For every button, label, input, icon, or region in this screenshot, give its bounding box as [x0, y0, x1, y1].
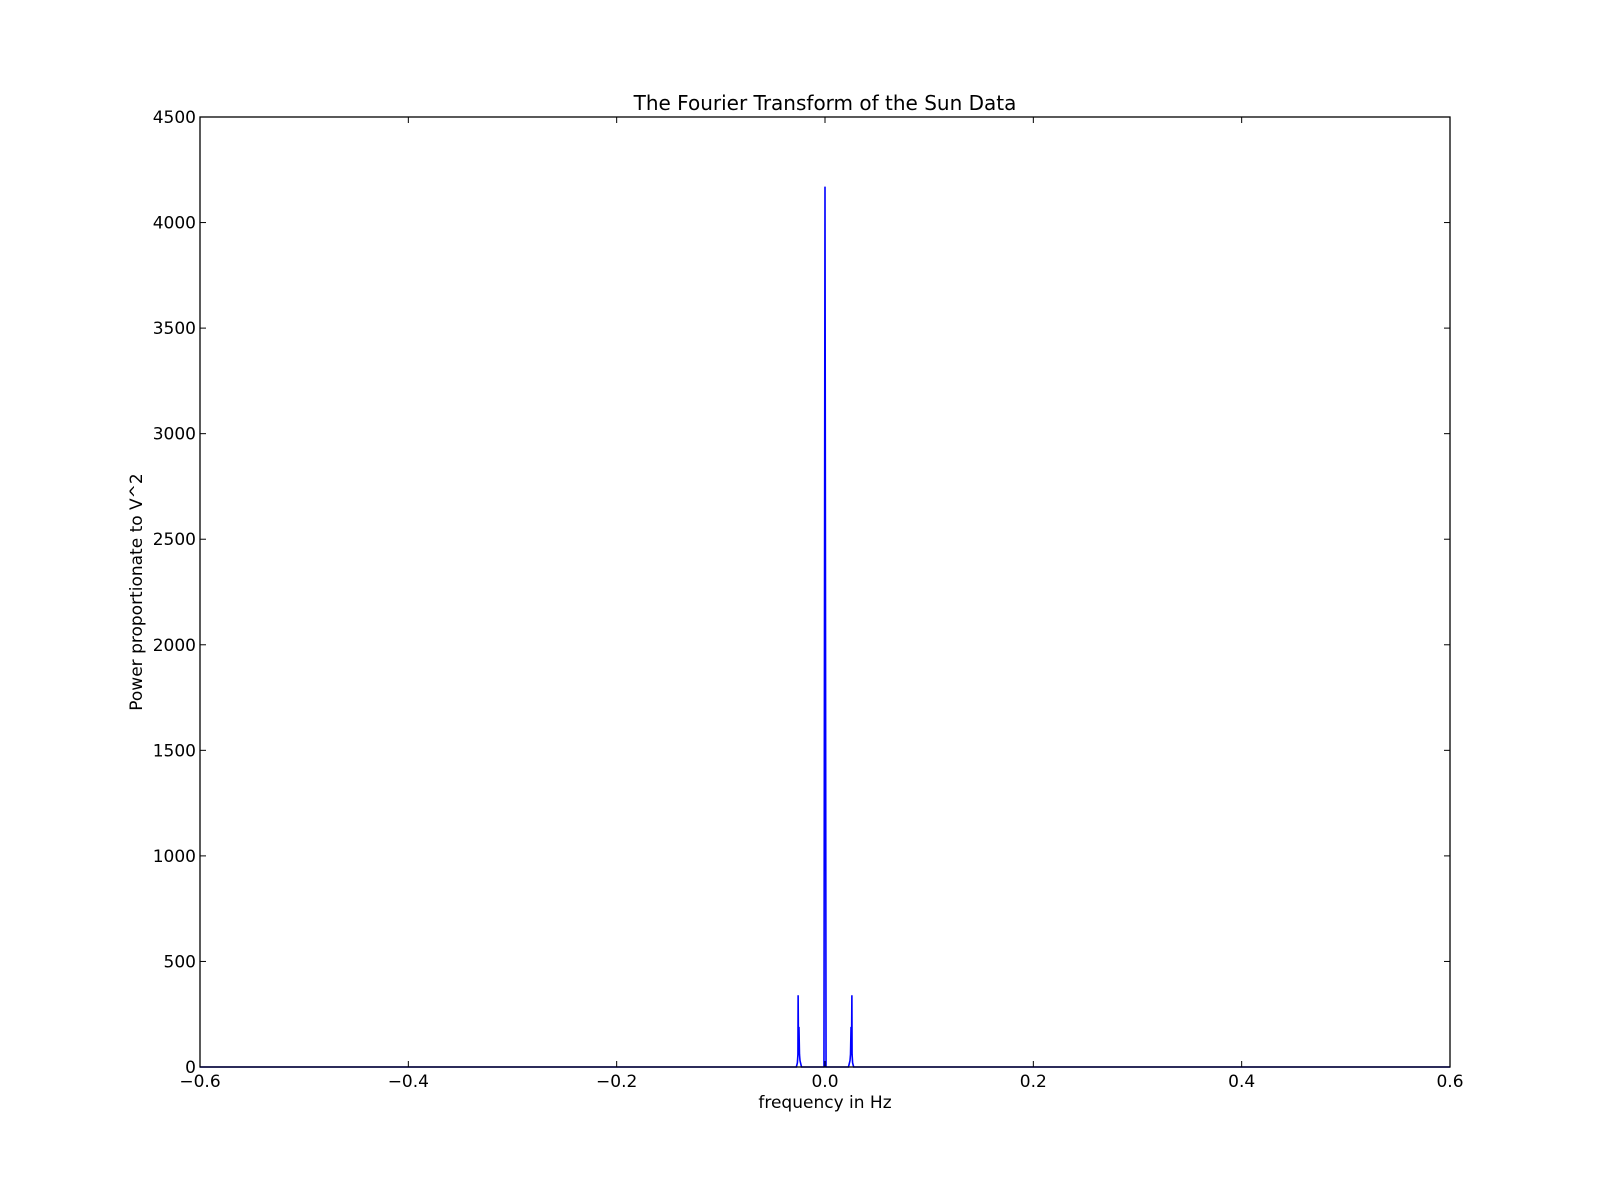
- tick-labels: −0.6 −0.4 −0.2 0.0 0.2 0.4 0.6 0 500 1000 1500 2000…: [153, 108, 1464, 1092]
- y-tick-label: 2000: [153, 636, 196, 656]
- x-tick-label: −0.4: [388, 1072, 429, 1092]
- x-tick-label: −0.2: [596, 1072, 637, 1092]
- x-tick-label: 0.6: [1436, 1072, 1463, 1092]
- x-tick-label: 0.2: [1020, 1072, 1047, 1092]
- y-axis-label: Power proportionate to V^2: [127, 473, 147, 710]
- y-tick-label: 500: [164, 952, 196, 972]
- y-tick-label: 2500: [153, 530, 196, 550]
- y-tick-label: 1000: [153, 847, 196, 867]
- y-tick-label: 3000: [153, 425, 196, 445]
- x-tick-label: 0.0: [811, 1072, 838, 1092]
- x-tick-label: −0.6: [179, 1072, 220, 1092]
- y-tick-label: 4000: [153, 214, 196, 234]
- y-tick-label: 4500: [153, 108, 196, 128]
- plot-area: [200, 186, 1450, 1068]
- series-line-0: [200, 186, 1450, 1068]
- x-tick-label: 0.4: [1228, 1072, 1255, 1092]
- chart-title: The Fourier Transform of the Sun Data: [633, 91, 1017, 115]
- y-tick-label: 1500: [153, 741, 196, 761]
- x-axis-label: frequency in Hz: [758, 1093, 891, 1113]
- y-tick-label: 0: [185, 1058, 196, 1078]
- y-tick-label: 3500: [153, 319, 196, 339]
- tick-marks: [199, 116, 1451, 1068]
